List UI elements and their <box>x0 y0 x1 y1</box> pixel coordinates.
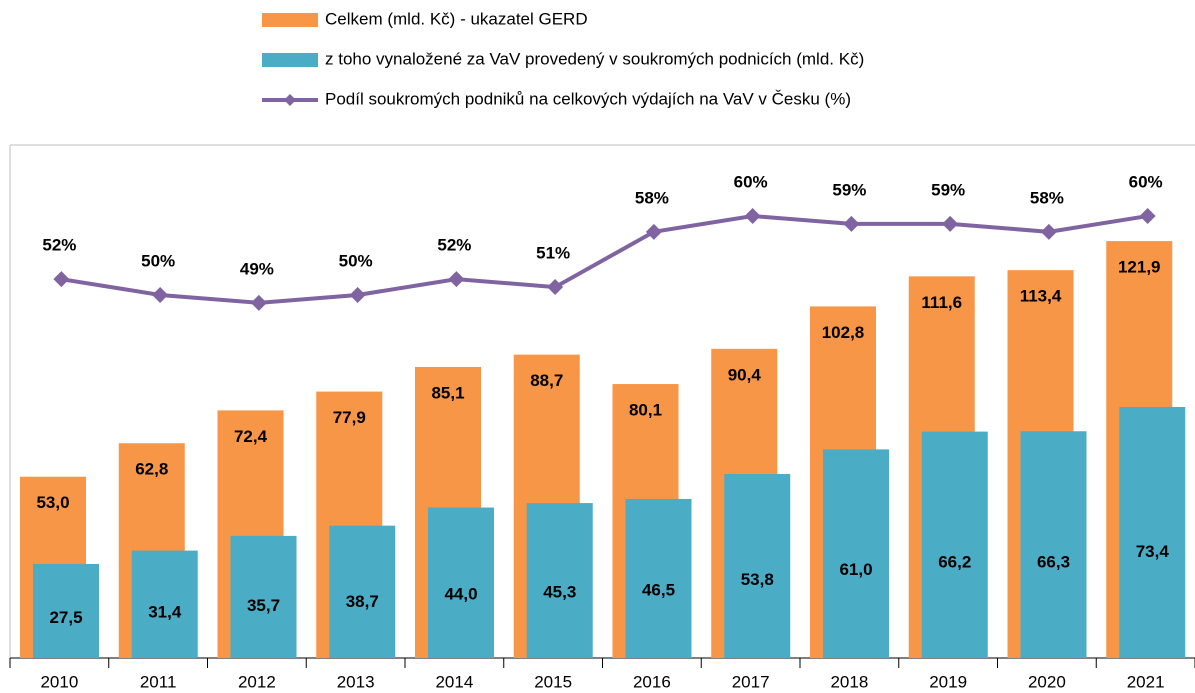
value-label: 45,3 <box>543 582 576 601</box>
value-label: 52% <box>437 236 471 255</box>
value-label: 53,0 <box>36 493 69 512</box>
bar <box>131 550 198 658</box>
line-marker <box>250 294 267 311</box>
value-label: 80,1 <box>629 401 662 420</box>
legend-swatch <box>262 13 318 27</box>
x-tick-label: 2011 <box>140 672 177 691</box>
value-label: 62,8 <box>135 460 168 479</box>
line-marker <box>645 223 662 240</box>
bar <box>823 449 889 658</box>
value-label: 35,7 <box>247 596 280 615</box>
value-label: 38,7 <box>346 592 379 611</box>
line-marker <box>744 208 761 225</box>
value-label: 73,4 <box>1136 542 1170 561</box>
x-tick-label: 2015 <box>534 672 572 691</box>
value-label: 27,5 <box>49 608 82 627</box>
value-label: 66,2 <box>938 552 971 571</box>
x-tick-label: 2020 <box>1028 672 1066 691</box>
value-label: 90,4 <box>728 365 762 384</box>
line-marker <box>53 271 70 288</box>
bar <box>329 525 396 658</box>
value-label: 60% <box>1129 173 1163 192</box>
x-tick-label: 2018 <box>830 672 868 691</box>
legend-label: z toho vynaložené za VaV provedený v sou… <box>325 49 864 68</box>
value-label: 59% <box>832 180 866 199</box>
value-label: 58% <box>1030 188 1064 207</box>
bar <box>1119 406 1186 658</box>
line-marker <box>152 286 169 303</box>
value-label: 85,1 <box>431 383 464 402</box>
line-marker <box>843 215 860 232</box>
value-label: 61,0 <box>839 560 872 579</box>
line-marker <box>942 215 959 232</box>
value-label: 46,5 <box>642 581 675 600</box>
value-label: 50% <box>141 251 175 270</box>
bar <box>526 503 593 658</box>
value-label: 88,7 <box>530 371 563 390</box>
value-label: 50% <box>339 251 373 270</box>
value-label: 51% <box>536 244 570 263</box>
bar <box>230 535 297 658</box>
value-label: 59% <box>931 180 965 199</box>
bar <box>724 474 791 658</box>
x-tick-label: 2010 <box>40 672 78 691</box>
bar <box>1020 431 1087 658</box>
line-marker <box>1139 208 1156 225</box>
legend-label: Podíl soukromých podniků na celkových vý… <box>325 89 851 108</box>
x-tick-label: 2012 <box>238 672 276 691</box>
value-label: 53,8 <box>741 570 774 589</box>
line <box>61 214 1148 305</box>
legend-label: Celkem (mld. Kč) - ukazatel GERD <box>325 9 588 28</box>
value-label: 52% <box>42 236 76 255</box>
value-label: 44,0 <box>444 584 477 603</box>
line-marker <box>349 286 366 303</box>
value-label: 113,4 <box>1020 287 1062 306</box>
legend-marker <box>284 94 296 106</box>
value-label: 77,9 <box>333 408 366 427</box>
bar <box>33 563 99 658</box>
value-label: 121,9 <box>1118 258 1161 277</box>
x-tick-label: 2013 <box>337 672 375 691</box>
value-label: 66,3 <box>1037 552 1070 571</box>
value-label: 60% <box>734 173 768 192</box>
value-label: 72,4 <box>234 427 268 446</box>
value-label: 31,4 <box>148 602 182 621</box>
value-label: 102,8 <box>822 323 865 342</box>
bar <box>625 498 692 658</box>
x-tick-label: 2014 <box>435 672 473 691</box>
x-tick-label: 2017 <box>732 672 770 691</box>
bar <box>921 431 988 658</box>
line-marker <box>547 279 564 296</box>
legend-swatch <box>262 53 318 67</box>
x-tick-label: 2016 <box>633 672 671 691</box>
bar <box>428 507 494 658</box>
line-marker <box>448 271 465 288</box>
x-tick-label: 2021 <box>1127 672 1165 691</box>
x-tick-label: 2019 <box>929 672 967 691</box>
value-label: 58% <box>635 188 669 207</box>
value-label: 49% <box>240 259 274 278</box>
line-marker <box>1040 223 1057 240</box>
value-label: 111,6 <box>921 293 962 312</box>
